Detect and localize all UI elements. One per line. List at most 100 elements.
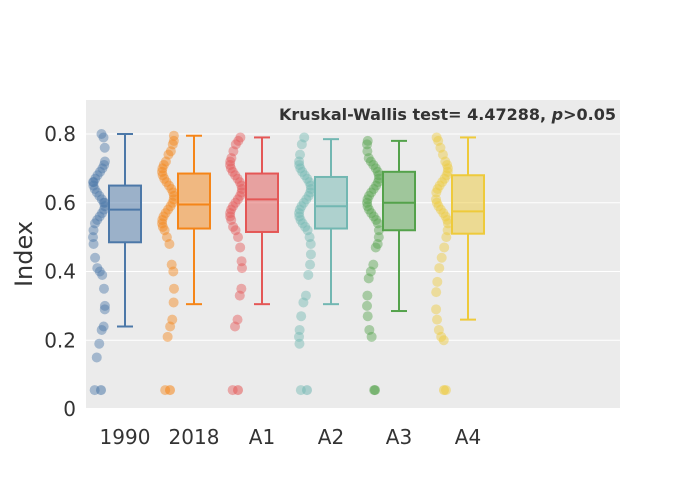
x-tick-label: A2 xyxy=(318,425,344,449)
data-point xyxy=(294,211,305,222)
data-point xyxy=(157,218,168,229)
data-point xyxy=(305,180,316,191)
data-point xyxy=(365,156,376,167)
data-point xyxy=(225,208,236,219)
annotation-p-symbol: p xyxy=(551,105,563,124)
data-point xyxy=(362,201,373,212)
data-point xyxy=(370,242,381,253)
data-point xyxy=(364,204,375,215)
data-point xyxy=(304,177,315,188)
data-point xyxy=(168,135,179,146)
data-point xyxy=(227,166,238,177)
outlier-point xyxy=(439,385,449,396)
data-point xyxy=(95,166,106,177)
data-point xyxy=(168,194,179,205)
data-point xyxy=(88,225,99,236)
data-point xyxy=(366,187,377,198)
x-tick-label: A4 xyxy=(455,425,481,449)
data-point xyxy=(438,208,449,219)
data-point xyxy=(442,225,453,236)
box-plot-marks xyxy=(88,129,485,396)
data-point xyxy=(233,135,244,146)
data-point xyxy=(98,132,109,143)
data-point xyxy=(362,311,373,322)
data-point xyxy=(300,221,311,232)
data-point xyxy=(228,221,239,232)
data-point xyxy=(236,283,247,294)
iqr-box xyxy=(245,172,279,233)
data-point xyxy=(297,166,308,177)
data-point xyxy=(362,197,372,208)
data-point xyxy=(167,314,178,325)
data-point xyxy=(96,324,107,335)
data-point xyxy=(440,211,451,222)
data-point xyxy=(365,266,376,277)
data-point xyxy=(99,159,110,170)
outlier-point xyxy=(165,385,175,396)
data-point xyxy=(362,194,373,205)
data-point xyxy=(98,197,109,208)
outlier-point xyxy=(96,385,106,396)
data-point xyxy=(366,331,377,342)
data-point xyxy=(157,166,168,177)
data-point xyxy=(432,184,443,194)
data-point xyxy=(368,184,379,194)
data-point xyxy=(88,177,99,188)
data-point xyxy=(368,259,379,270)
data-point xyxy=(370,163,381,174)
data-point xyxy=(431,287,442,298)
data-point xyxy=(235,190,246,201)
data-point xyxy=(295,214,306,225)
data-point xyxy=(441,232,452,243)
data-point xyxy=(362,290,373,301)
data-point xyxy=(296,201,307,212)
data-point xyxy=(236,187,247,198)
data-point xyxy=(163,149,174,160)
data-point xyxy=(363,153,374,164)
data-point xyxy=(226,204,237,215)
data-point xyxy=(232,194,243,205)
data-point xyxy=(97,163,108,174)
data-point xyxy=(296,311,307,322)
data-point xyxy=(159,173,170,184)
data-point xyxy=(235,132,246,143)
data-point xyxy=(435,204,446,215)
x-tick-label: A1 xyxy=(249,425,275,449)
data-point xyxy=(442,159,453,170)
data-point xyxy=(294,331,305,342)
data-point xyxy=(366,208,377,219)
data-point xyxy=(225,156,236,167)
data-point xyxy=(437,177,448,188)
data-point xyxy=(91,352,102,363)
iqr-box xyxy=(108,184,142,244)
data-point xyxy=(294,159,305,170)
y-axis-label: Index xyxy=(10,221,38,287)
data-point xyxy=(363,273,374,284)
data-point xyxy=(162,331,173,342)
data-point xyxy=(302,173,313,184)
data-point xyxy=(96,129,107,139)
box-group-1990 xyxy=(88,129,142,396)
box-group-A3 xyxy=(362,135,416,396)
data-point xyxy=(160,208,171,219)
data-point xyxy=(433,201,444,212)
data-point xyxy=(236,184,247,194)
data-point xyxy=(168,297,179,308)
data-point xyxy=(432,314,443,325)
data-point xyxy=(230,139,241,150)
data-point xyxy=(234,177,245,188)
data-point xyxy=(90,252,101,263)
x-axis-ticks: 1990 2018 A1 A2 A3 A4 xyxy=(100,425,482,449)
annotation-suffix: >0.05 xyxy=(563,105,616,124)
data-point xyxy=(301,194,312,205)
data-point xyxy=(88,177,99,188)
data-point xyxy=(88,232,99,243)
data-point xyxy=(99,300,110,311)
data-point xyxy=(99,142,110,153)
data-point xyxy=(232,173,243,184)
data-point xyxy=(372,166,383,177)
data-point xyxy=(298,197,309,208)
data-point xyxy=(362,300,373,311)
data-point xyxy=(163,204,174,215)
data-point xyxy=(161,232,172,243)
